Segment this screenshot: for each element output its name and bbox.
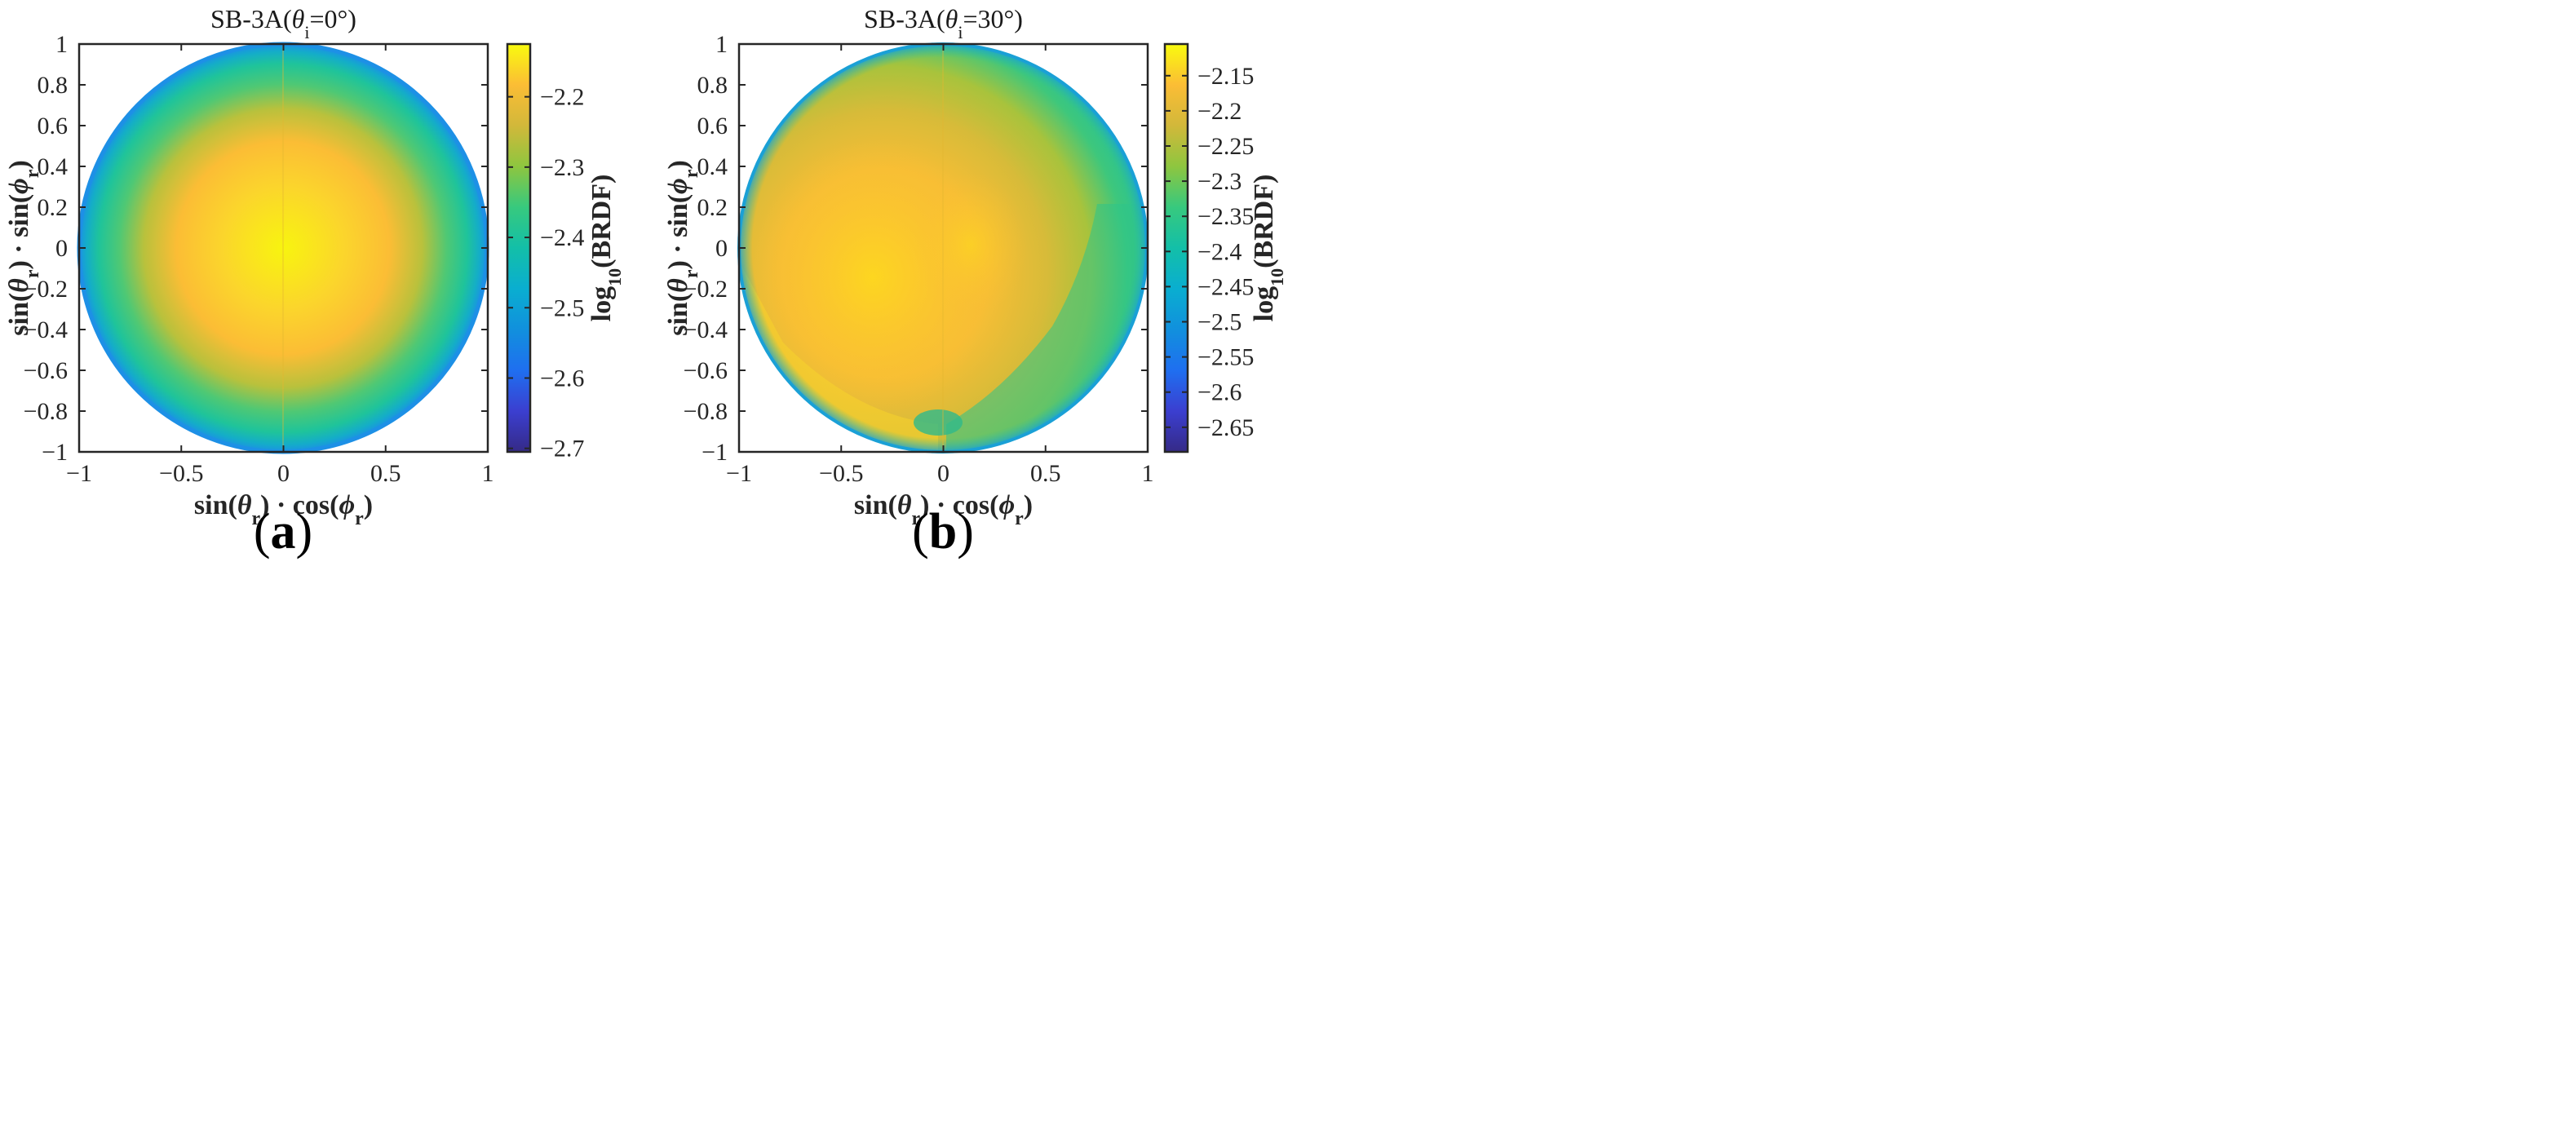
y-tick-label: 1 — [715, 31, 728, 58]
x-tick-label: 0 — [937, 460, 949, 487]
axes-b: −1 −0.5 0 0.5 1 −1 −0.8 −0.6 −0.4 −0.2 0 0.2 0.4 0.6 0… — [663, 4, 1287, 529]
colorbar-frame — [506, 42, 532, 454]
y-tick-label: −0.4 — [24, 316, 68, 343]
colorbar-tick-label: −2.5 — [1197, 309, 1242, 336]
panel-label-b: (b) — [912, 504, 974, 560]
colorbar-tick-label: −2.35 — [1197, 203, 1254, 230]
heatmap-a — [77, 42, 489, 454]
colorbar — [1165, 44, 1188, 452]
chart-title: SB-3A(θi=30°) — [864, 4, 1023, 42]
colorbar-tick-label: −2.6 — [540, 365, 584, 392]
colorbar-tick-label: −2.2 — [540, 84, 584, 111]
y-tick-label: −0.6 — [684, 357, 728, 384]
colorbar-tick-label: −2.45 — [1197, 273, 1254, 300]
chart-title: SB-3A(θi=0°) — [210, 4, 356, 42]
x-tick-label: −0.5 — [819, 460, 863, 487]
y-tick-label: 0.2 — [697, 194, 728, 221]
axes-a: −1 −0.5 0 0.5 1 −1 −0.8 −0.6 −0.4 −0.2 0 0.2 0.4 0.6 0… — [4, 4, 625, 529]
y-tick-label: −0.6 — [24, 357, 68, 384]
colorbar-label: log10(BRDF) — [1249, 175, 1287, 322]
heatmap-b — [737, 42, 1149, 454]
y-tick-label: −0.4 — [684, 316, 728, 343]
y-tick-label: −0.8 — [684, 398, 728, 425]
colorbar-tick-label: −2.15 — [1197, 63, 1254, 90]
colorbar-frame — [1163, 42, 1189, 454]
y-tick-label: 0.6 — [697, 113, 728, 139]
colorbar-tick-label: −2.7 — [540, 436, 584, 462]
x-tick-label: 0.5 — [370, 460, 401, 487]
y-tick-label: 0 — [715, 235, 728, 262]
y-tick-label: 0.8 — [697, 72, 728, 99]
colorbar-tick-label: −2.4 — [540, 224, 584, 251]
brdf-disk-a — [78, 43, 488, 453]
y-tick-label: −0.2 — [684, 276, 728, 303]
colorbar-tick-label: −2.4 — [1197, 238, 1242, 265]
x-tick-label: 0.5 — [1030, 460, 1061, 487]
y-axis-label: sin(θr) · sin(ϕr) — [4, 160, 43, 335]
colorbar — [507, 44, 530, 452]
colorbar-tick-label: −2.3 — [1197, 168, 1242, 195]
panel-label-a: (a) — [254, 504, 312, 560]
y-tick-label: 0.4 — [697, 153, 728, 180]
y-tick-label: 0 — [55, 235, 68, 262]
rim-glow-b — [738, 43, 1148, 453]
panel-letter-b: b — [929, 504, 957, 560]
colorbar-tick-label: −2.6 — [1197, 379, 1242, 406]
y-tick-label: −0.2 — [24, 276, 68, 303]
colorbar-tick-label: −2.25 — [1197, 133, 1254, 160]
y-axis-label: sin(θr) · sin(ϕr) — [663, 160, 702, 335]
panel-letter-a: a — [271, 504, 296, 560]
y-tick-label: 1 — [55, 31, 68, 58]
y-tick-label: −0.8 — [24, 398, 68, 425]
colorbar-tick-label: −2.5 — [540, 294, 584, 321]
y-tick-label: −1 — [702, 439, 728, 466]
x-axis-label: sin(θr) · cos(ϕr) — [854, 490, 1033, 529]
y-tick-label: 0.6 — [38, 113, 69, 139]
x-tick-label: −1 — [726, 460, 752, 487]
x-tick-label: 1 — [482, 460, 494, 487]
x-tick-label: 0 — [277, 460, 290, 487]
colorbar-label: log10(BRDF) — [586, 175, 625, 322]
x-tick-label: −1 — [66, 460, 92, 487]
colorbar-tick-label: −2.55 — [1197, 344, 1254, 371]
x-axis-label: sin(θr) · cos(ϕr) — [194, 490, 373, 529]
colorbar-tick-label: −2.2 — [1197, 98, 1242, 125]
x-tick-label: −0.5 — [159, 460, 203, 487]
colorbar-tick-label: −2.3 — [540, 154, 584, 181]
y-tick-label: 0.8 — [38, 72, 69, 99]
y-tick-label: 0.2 — [38, 194, 69, 221]
y-tick-label: −1 — [42, 439, 68, 466]
x-tick-label: 1 — [1142, 460, 1154, 487]
colorbar-tick-label: −2.65 — [1197, 414, 1254, 441]
y-tick-label: 0.4 — [38, 153, 69, 180]
